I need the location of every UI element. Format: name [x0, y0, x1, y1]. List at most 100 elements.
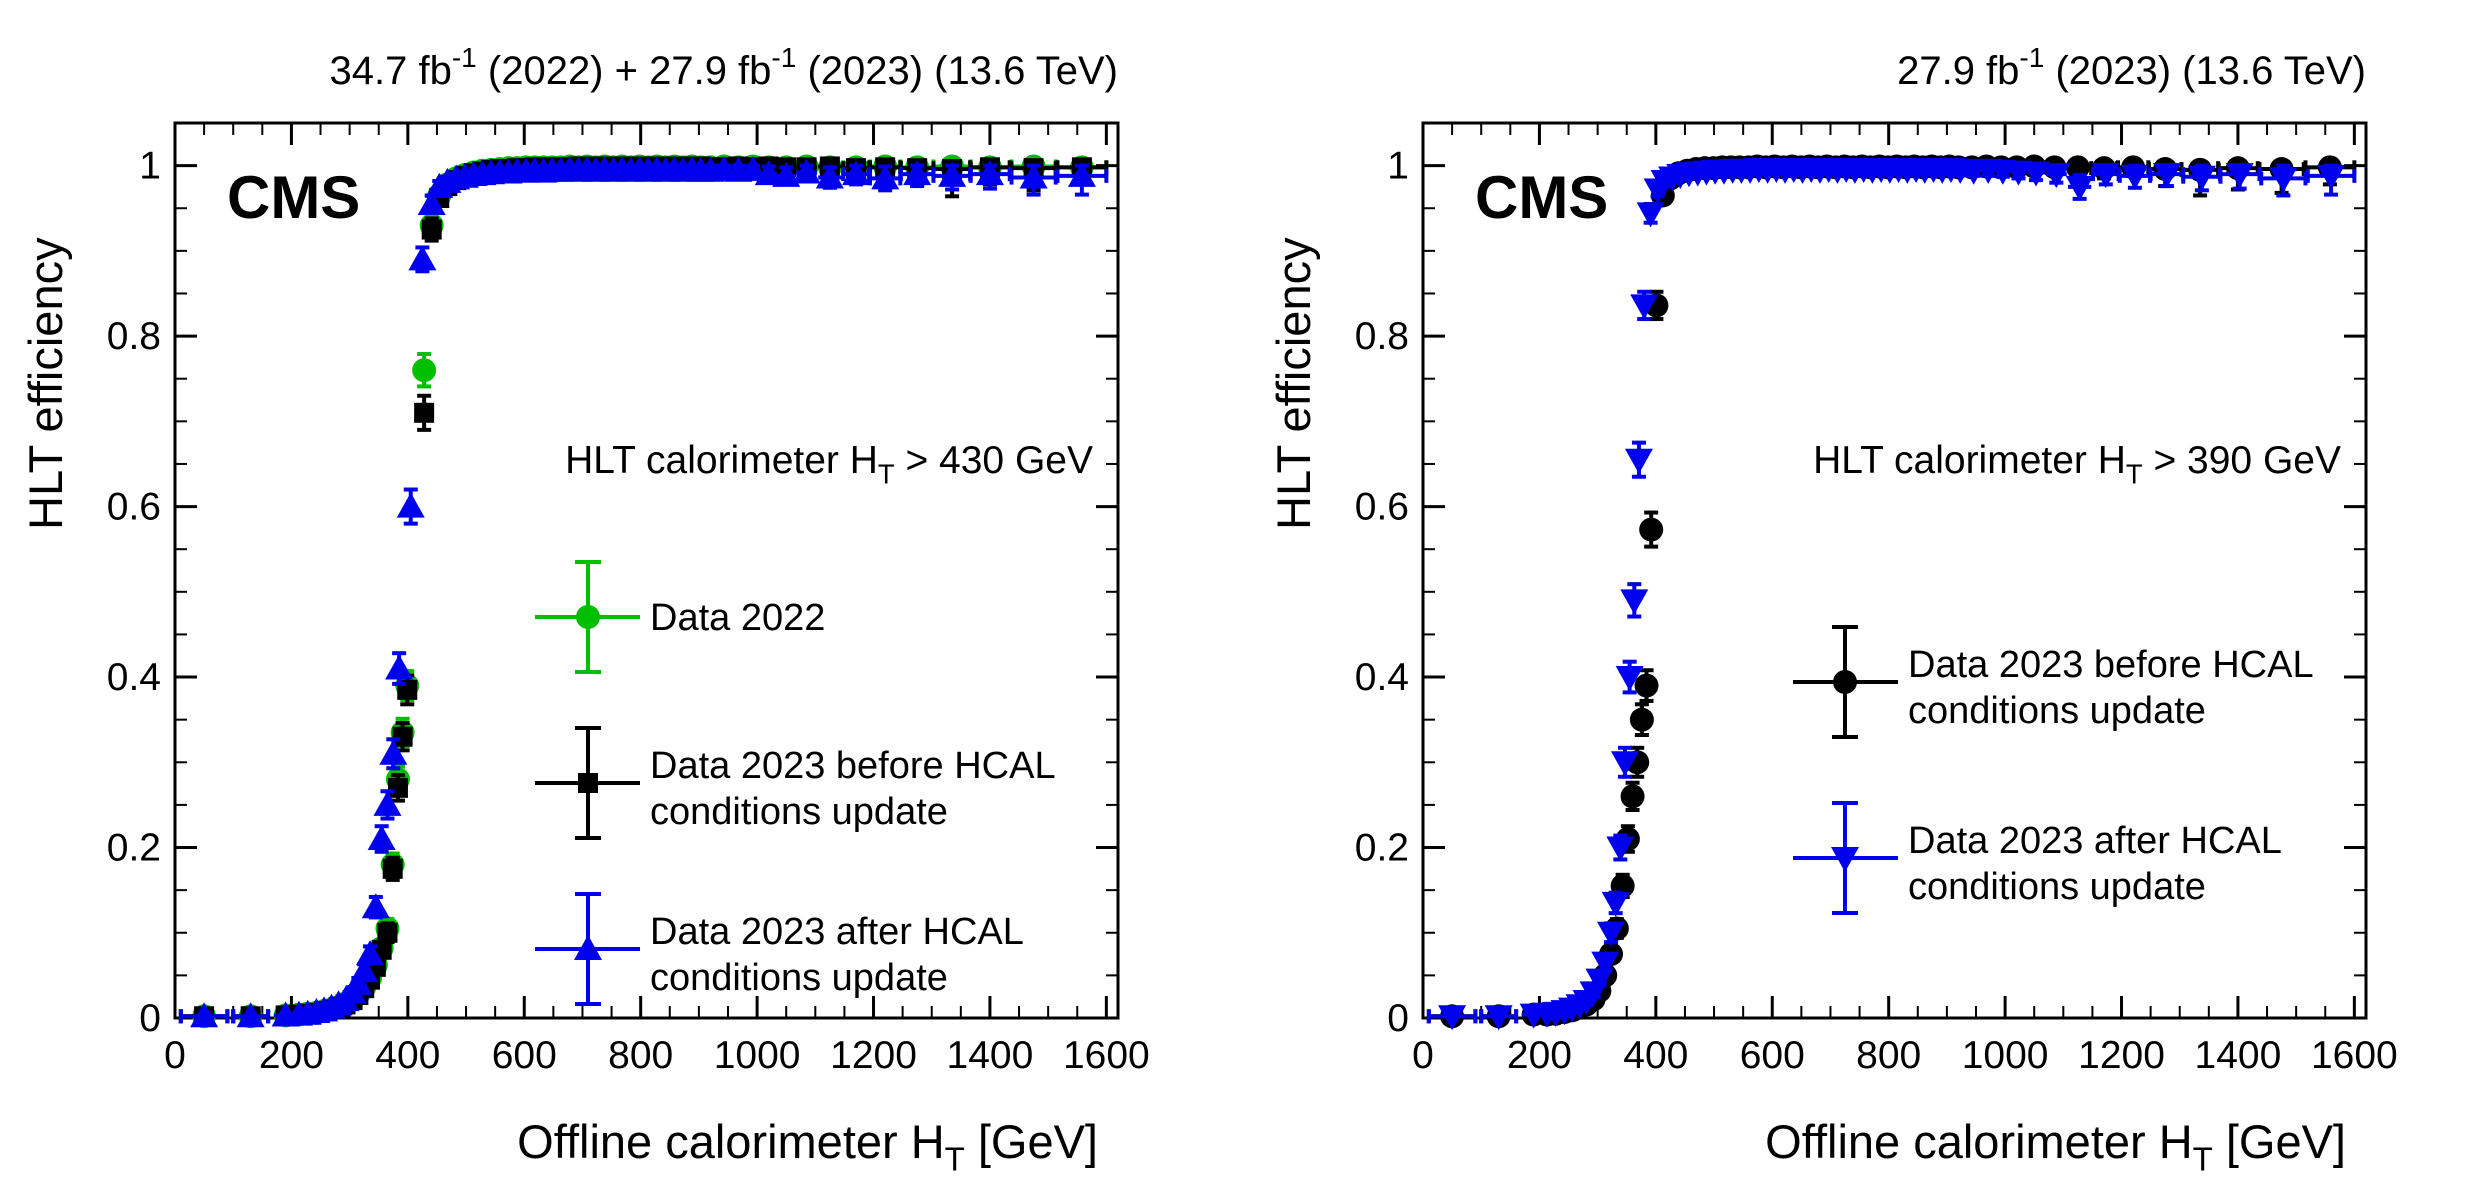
x-axis-title: Offline calorimeter HT [GeV]	[1765, 1115, 2346, 1178]
x-tick-label: 1400	[2195, 1034, 2282, 1077]
y-axis-title: HLT efficiency	[1267, 237, 1320, 530]
legend-label-line1: Data 2023 after HCAL	[650, 911, 1024, 953]
data-marker-triangle-up	[190, 1002, 219, 1028]
x-tick-label: 1200	[830, 1034, 917, 1077]
data-marker-circle	[576, 605, 600, 629]
panel-title: 27.9 fb-1 (2023) (13.6 TeV)	[1897, 42, 2366, 93]
data-marker-triangle-down	[1624, 448, 1653, 474]
data-marker-triangle-up	[236, 1002, 265, 1028]
data-marker-triangle-down	[1831, 847, 1859, 872]
x-tick-label: 1600	[2311, 1034, 2398, 1077]
legend-label-line2: conditions update	[650, 791, 948, 833]
data-marker-square	[414, 402, 435, 423]
y-tick-label: 0.6	[1355, 486, 1409, 529]
data-marker-circle	[1634, 673, 1659, 698]
data-marker-square	[382, 858, 403, 879]
y-tick-label: 0	[1387, 997, 1409, 1040]
data-marker-triangle-down	[2152, 163, 2181, 189]
data-marker-triangle-up	[1019, 163, 1048, 189]
data-marker-triangle-up	[1067, 161, 1096, 187]
cms-label: CMS	[1475, 164, 1608, 231]
data-marker-triangle-up	[574, 935, 602, 960]
y-tick-label: 0.4	[1355, 656, 1409, 699]
hlt-threshold-annotation: HLT calorimeter HT > 430 GeV	[565, 439, 1093, 490]
data-marker-triangle-down	[2269, 167, 2298, 193]
x-tick-label: 0	[1412, 1034, 1434, 1077]
data-marker-triangle-down	[2091, 163, 2120, 189]
legend-label-line2: conditions update	[650, 957, 948, 999]
y-tick-label: 0.2	[107, 827, 161, 870]
data-marker-square	[578, 773, 598, 793]
data-marker-square	[387, 777, 408, 798]
data-marker-triangle-down	[2065, 175, 2094, 201]
data-marker-circle	[1833, 670, 1857, 694]
legend-label-line1: Data 2023 before HCAL	[1908, 644, 2314, 686]
data-marker-triangle-down	[2021, 161, 2050, 187]
data-marker-triangle-up	[815, 163, 844, 189]
data-marker-triangle-down	[1636, 202, 1665, 228]
x-tick-label: 1400	[947, 1034, 1034, 1077]
y-axis-title: HLT efficiency	[19, 237, 72, 530]
data-marker-square	[421, 219, 442, 240]
cms-label: CMS	[227, 164, 360, 231]
data-marker-triangle-up	[350, 957, 379, 983]
data-marker-triangle-up	[373, 790, 402, 816]
data-marker-triangle-up	[842, 160, 871, 186]
x-axis-title: Offline calorimeter HT [GeV]	[517, 1115, 1098, 1178]
x-tick-label: 0	[164, 1034, 186, 1077]
y-tick-label: 0.8	[107, 315, 161, 358]
right-efficiency-plot: 0 200 400 600 800 1000 1200 1400 1600 0 0.2 0.4 0.6 0…	[1267, 42, 2398, 1177]
series-circle	[1426, 154, 2357, 1029]
data-marker-square	[377, 922, 398, 943]
y-tick-label: 0	[139, 997, 161, 1040]
plot-frame	[173, 121, 1120, 1020]
data-marker-circle	[1639, 517, 1664, 542]
x-tick-label: 600	[1740, 1034, 1805, 1077]
data-marker-triangle-down	[2317, 164, 2346, 190]
data-marker-triangle-down	[2225, 163, 2254, 189]
data-marker-circle	[1620, 784, 1645, 809]
data-marker-triangle-up	[385, 654, 414, 680]
data-marker-triangle-down	[1620, 589, 1649, 615]
data-marker-triangle-down	[1630, 294, 1659, 320]
series-triangle-up	[178, 155, 1109, 1028]
data-marker-triangle-down	[1615, 666, 1644, 692]
data-marker-circle	[412, 358, 437, 383]
x-tick-label: 1000	[1962, 1034, 2049, 1077]
x-tick-label: 1200	[2078, 1034, 2165, 1077]
data-marker-triangle-down	[1484, 1005, 1513, 1031]
y-tick-label: 1	[1387, 145, 1409, 188]
data-marker-triangle-down	[1601, 891, 1630, 917]
data-marker-triangle-up	[396, 492, 425, 518]
data-marker-circle	[1629, 707, 1654, 732]
data-marker-triangle-up	[938, 161, 967, 187]
data-marker-triangle-down	[1610, 751, 1639, 777]
data-marker-triangle-up	[417, 189, 446, 215]
data-marker-triangle-up	[361, 893, 390, 919]
data-marker-triangle-down	[1438, 1005, 1467, 1031]
data-marker-triangle-up	[792, 158, 821, 184]
data-marker-triangle-down	[1591, 951, 1620, 977]
plot-frame	[1421, 121, 2368, 1020]
x-tick-label: 800	[608, 1034, 673, 1077]
y-tick-label: 0.8	[1355, 315, 1409, 358]
data-marker-triangle-down	[2042, 163, 2071, 189]
data-marker-triangle-down	[2187, 165, 2216, 191]
x-tick-label: 1600	[1063, 1034, 1150, 1077]
x-tick-label: 1000	[714, 1034, 801, 1077]
data-marker-triangle-up	[754, 160, 783, 186]
y-tick-label: 0.2	[1355, 827, 1409, 870]
data-marker-triangle-down	[1585, 968, 1614, 994]
series-triangle-down	[1426, 158, 2357, 1031]
data-marker-triangle-up	[975, 160, 1004, 186]
legend-label-line2: conditions update	[1908, 866, 2206, 908]
data-marker-triangle-up	[772, 161, 801, 187]
legend-label-line1: Data 2023 before HCAL	[650, 745, 1056, 787]
data-marker-triangle-up	[408, 245, 437, 271]
x-tick-label: 600	[492, 1034, 557, 1077]
data-marker-triangle-up	[379, 739, 408, 765]
x-tick-label: 400	[1623, 1034, 1688, 1077]
